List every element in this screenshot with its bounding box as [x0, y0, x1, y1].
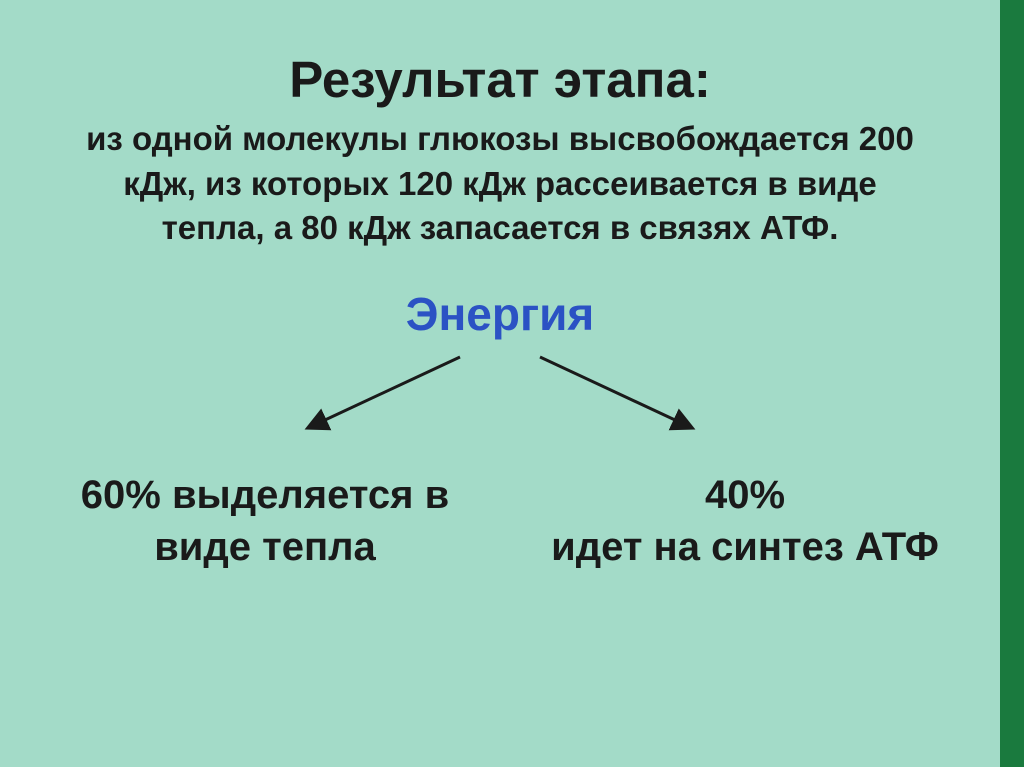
arrow-left [310, 357, 460, 427]
branching-arrows [190, 349, 810, 439]
slide-container: Результат этапа: из одной молекулы глюко… [0, 0, 1000, 767]
energy-heading: Энергия [406, 287, 594, 341]
branch-heat: 60% выделяется в виде тепла [50, 469, 480, 573]
slide-subtitle: из одной молекулы глюкозы высвобождается… [70, 117, 930, 251]
slide-title: Результат этапа: [289, 50, 711, 109]
branch-atp: 40%идет на синтез АТФ [540, 469, 950, 573]
arrow-right [540, 357, 690, 427]
arrows-container [190, 349, 810, 439]
branches-row: 60% выделяется в виде тепла 40%идет на с… [50, 469, 950, 573]
